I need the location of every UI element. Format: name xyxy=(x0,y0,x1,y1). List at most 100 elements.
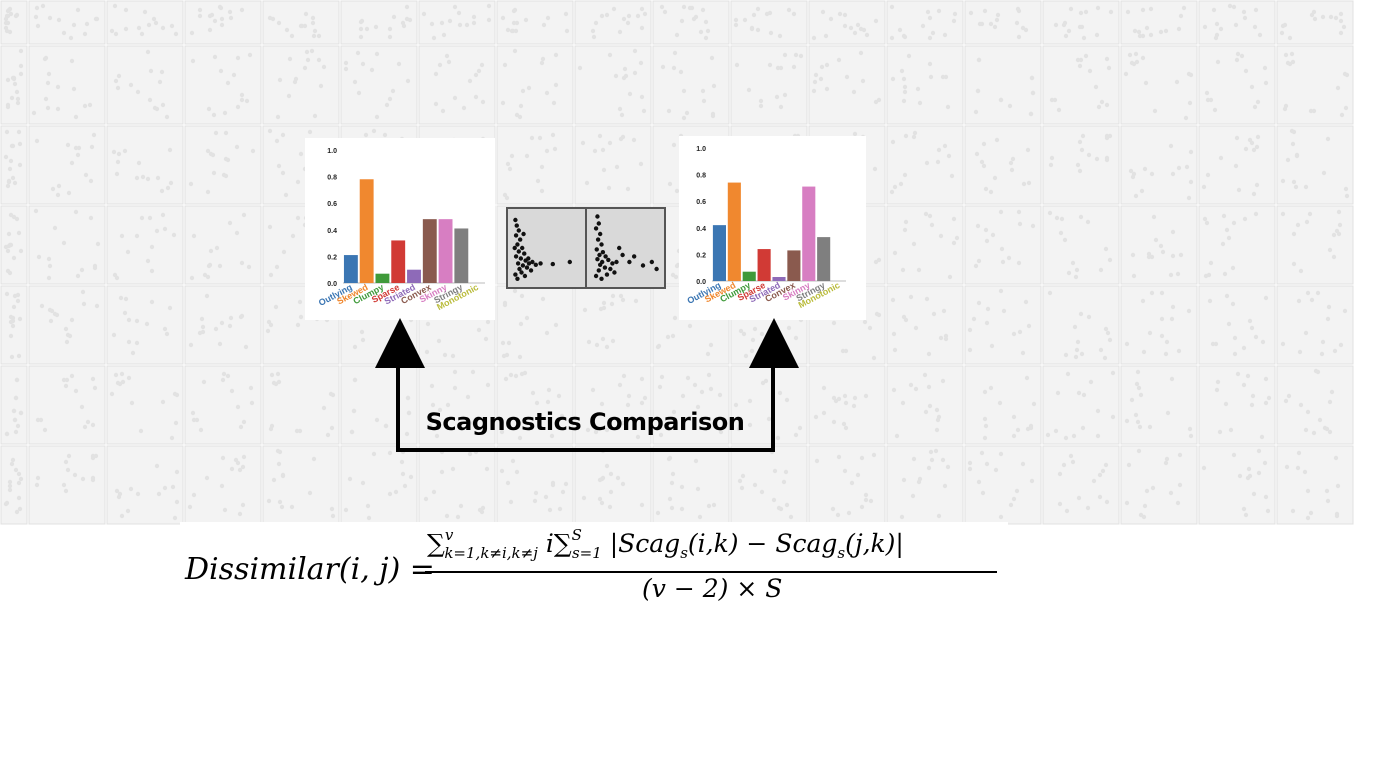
matrix-dot xyxy=(208,151,214,157)
matrix-dot xyxy=(4,500,10,506)
matrix-dot xyxy=(222,507,228,513)
matrix-dot xyxy=(670,333,676,339)
matrix-dot xyxy=(1099,99,1105,105)
matrix-cell xyxy=(28,125,106,205)
matrix-dot xyxy=(460,415,466,421)
matrix-dot xyxy=(582,307,588,313)
matrix-dot xyxy=(283,192,289,198)
matrix-dot xyxy=(1203,273,1209,279)
matrix-dot xyxy=(1232,335,1238,341)
matrix-dot xyxy=(812,79,818,85)
matrix-dot xyxy=(287,56,293,62)
matrix-dot xyxy=(994,137,1000,143)
matrix-dot xyxy=(945,104,951,110)
matrix-dot xyxy=(995,12,1001,18)
matrix-dot xyxy=(667,496,673,502)
matrix-dot xyxy=(63,459,69,465)
formula-denominator: (v − 2) × S xyxy=(642,574,783,603)
matrix-dot xyxy=(90,376,96,382)
matrix-dot xyxy=(674,188,680,194)
scatter-point xyxy=(550,261,555,267)
matrix-dot xyxy=(908,382,914,388)
matrix-dot xyxy=(600,336,606,342)
matrix-dot xyxy=(159,69,165,75)
matrix-cell xyxy=(886,205,964,285)
matrix-dot xyxy=(563,11,569,17)
matrix-dot xyxy=(274,264,280,270)
matrix-dot xyxy=(592,148,598,154)
bar-clumpy xyxy=(375,273,390,283)
matrix-dot xyxy=(189,275,195,281)
matrix-dot xyxy=(708,386,714,392)
matrix-dot xyxy=(913,386,919,392)
matrix-dot xyxy=(352,344,358,350)
scatter-point xyxy=(595,214,600,219)
matrix-dot xyxy=(597,496,603,502)
matrix-dot xyxy=(82,424,88,430)
matrix-dot xyxy=(359,329,365,335)
matrix-dot xyxy=(188,342,194,348)
matrix-dot xyxy=(431,35,437,41)
matrix-dot xyxy=(479,62,485,68)
matrix-dot xyxy=(1076,495,1082,501)
matrix-dot xyxy=(456,10,462,16)
matrix-dot xyxy=(556,393,562,399)
matrix-dot xyxy=(1303,184,1309,190)
matrix-dot xyxy=(160,102,166,108)
matrix-dot xyxy=(237,467,243,473)
matrix-dot xyxy=(1030,223,1036,229)
matrix-dot xyxy=(205,189,211,195)
matrix-dot xyxy=(220,455,226,461)
matrix-dot xyxy=(55,192,61,198)
matrix-dot xyxy=(550,132,556,138)
matrix-dot xyxy=(128,82,134,88)
matrix-dot xyxy=(1241,506,1247,512)
matrix-dot xyxy=(1337,222,1343,228)
matrix-dot xyxy=(15,96,21,102)
matrix-dot xyxy=(755,27,761,33)
matrix-dot xyxy=(512,7,518,13)
matrix-dot xyxy=(1148,32,1154,38)
matrix-dot xyxy=(705,28,711,34)
matrix-dot xyxy=(452,95,458,101)
matrix-dot xyxy=(1226,321,1232,327)
matrix-dot xyxy=(1133,51,1139,57)
matrix-dot xyxy=(508,499,514,505)
matrix-dot xyxy=(94,303,100,309)
matrix-cell xyxy=(262,45,340,125)
matrix-dot xyxy=(798,53,804,59)
matrix-dot xyxy=(871,452,877,458)
matrix-dot xyxy=(1333,15,1339,21)
matrix-dot xyxy=(767,62,773,68)
matrix-dot xyxy=(1016,8,1022,14)
matrix-dot xyxy=(113,372,119,378)
matrix-dot xyxy=(1231,220,1237,226)
matrix-dot xyxy=(436,338,442,344)
matrix-dot xyxy=(639,6,645,12)
matrix-dot xyxy=(1285,60,1291,66)
matrix-dot xyxy=(153,20,159,26)
matrix-cell xyxy=(106,445,184,525)
matrix-dot xyxy=(689,5,695,11)
matrix-dot xyxy=(1029,75,1035,81)
matrix-dot xyxy=(1140,55,1146,61)
scagnostics-bar-chart-left: 0.0 0.2 0.4 0.6 0.8 1.0 Outlying Skewed Clumpy Sp… xyxy=(305,138,495,320)
matrix-dot xyxy=(1245,373,1251,379)
matrix-dot xyxy=(1163,351,1169,357)
matrix-dot xyxy=(1287,35,1293,41)
matrix-dot xyxy=(1321,170,1327,176)
matrix-dot xyxy=(284,27,290,33)
matrix-dot xyxy=(1234,57,1240,63)
matrix-dot xyxy=(5,104,11,110)
matrix-cell xyxy=(184,45,262,125)
matrix-cell xyxy=(418,45,496,125)
matrix-dot xyxy=(1104,499,1110,505)
matrix-dot xyxy=(623,73,629,79)
matrix-dot xyxy=(1048,162,1054,168)
matrix-dot xyxy=(911,456,917,462)
matrix-dot xyxy=(1142,166,1148,172)
matrix-dot xyxy=(949,173,955,179)
matrix-dot xyxy=(7,483,13,489)
matrix-dot xyxy=(115,159,121,165)
matrix-dot xyxy=(945,464,951,470)
